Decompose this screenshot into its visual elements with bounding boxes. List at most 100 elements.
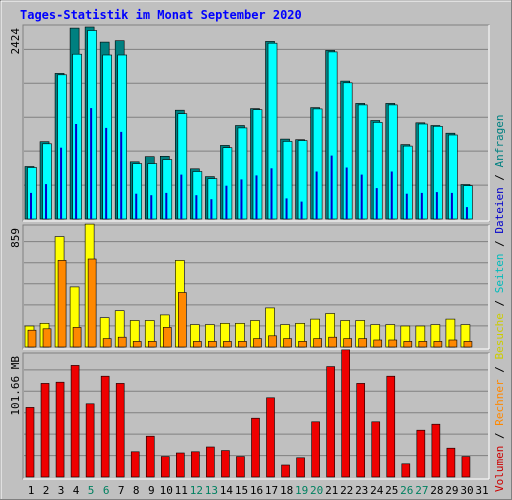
legend-item: / <box>493 293 506 313</box>
x-tick-label: 8 <box>133 484 140 497</box>
bar-volumen <box>311 421 320 478</box>
legend-item: / <box>493 167 506 187</box>
x-tick-label: 10 <box>160 484 173 497</box>
bar-volumen <box>416 429 426 478</box>
bar-seiten <box>375 188 378 219</box>
x-tick-label: 3 <box>58 484 65 497</box>
bar-rechner <box>162 327 172 348</box>
bar-rechner <box>418 341 428 348</box>
bar-seiten <box>450 192 453 219</box>
legend-item: Rechner <box>493 379 506 426</box>
legend-item: / <box>493 426 506 446</box>
x-tick-label: 30 <box>460 484 473 497</box>
bar-volumen <box>221 450 230 478</box>
bar-seiten <box>165 192 168 219</box>
bar-seiten <box>390 171 393 219</box>
bar-rechner <box>42 328 52 348</box>
bar-rechner <box>27 329 37 348</box>
bar-seiten <box>360 174 363 219</box>
bar-seiten <box>270 168 273 219</box>
bar-volumen <box>160 456 170 478</box>
y-max-label-visits: 859 <box>9 228 22 248</box>
legend-item: Anfragen <box>493 114 506 167</box>
x-tick-label: 15 <box>235 484 248 497</box>
bar-seiten <box>210 199 213 219</box>
bar-seiten <box>285 198 288 219</box>
bar-rechner <box>403 341 413 348</box>
bar-rechner <box>223 341 232 348</box>
bar-volumen <box>461 456 471 478</box>
bar-volumen <box>266 397 275 478</box>
x-tick-label: 20 <box>310 484 323 497</box>
bar-rechner <box>132 341 142 348</box>
bar-seiten <box>330 155 333 219</box>
x-tick-label: 25 <box>385 484 398 497</box>
x-tick-label: 22 <box>340 484 353 497</box>
legend-item: Dateien <box>493 187 506 233</box>
bar-volumen <box>206 446 215 478</box>
bar-volumen <box>25 407 35 478</box>
bar-seiten <box>435 192 438 219</box>
bar-seiten <box>45 184 48 219</box>
bar-volumen <box>386 375 396 478</box>
x-tick-label: 19 <box>295 484 308 497</box>
bar-volumen <box>40 383 50 478</box>
x-tick-label: 12 <box>190 484 203 497</box>
bar-rechner <box>102 338 112 348</box>
bar-seiten <box>255 175 258 219</box>
legend-item: / <box>493 360 506 380</box>
legend-item: Besuche <box>493 313 506 359</box>
bar-volumen <box>100 375 110 478</box>
bars <box>24 26 473 478</box>
bar-seiten <box>465 207 468 219</box>
bar-seiten <box>105 127 108 219</box>
x-tick-label: 21 <box>325 484 338 497</box>
x-tick-label: 27 <box>415 484 428 497</box>
bar-seiten <box>120 131 123 219</box>
bar-rechner <box>298 341 307 348</box>
legend-item: Volumen <box>493 446 506 492</box>
x-tick-label: 17 <box>265 484 278 497</box>
bar-volumen <box>55 381 65 478</box>
x-tick-label: 11 <box>175 484 188 497</box>
bar-rechner <box>433 341 443 348</box>
x-tick-label: 28 <box>430 484 443 497</box>
bar-volumen <box>191 451 200 478</box>
bar-seiten <box>240 179 243 219</box>
bar-volumen <box>356 383 366 478</box>
bar-volumen <box>130 451 140 478</box>
bar-volumen <box>115 383 125 478</box>
x-tick-label: 2 <box>43 484 50 497</box>
bar-seiten <box>180 174 183 219</box>
x-tick-label: 9 <box>148 484 155 497</box>
bar-rechner <box>72 327 82 348</box>
bar-seiten <box>135 193 138 219</box>
bar-rechner <box>313 338 322 348</box>
x-tick-label: 13 <box>205 484 218 497</box>
y-axis-max-labels: 2424 859 101.66 MB <box>9 28 22 416</box>
right-legend: Volumen / Rechner / Besuche / Seiten / D… <box>493 114 506 492</box>
bar-seiten <box>420 192 423 219</box>
x-axis-labels: 1 2 3 4 5 6 7 8 9 10 11 12 13 14 15 16 17 18 19 20 21 22 23 24 2… <box>28 484 489 497</box>
bar-rechner <box>178 292 187 348</box>
x-tick-label: 29 <box>445 484 458 497</box>
bar-rechner <box>253 338 262 348</box>
bar-volumen <box>236 456 245 478</box>
bar-seiten <box>315 171 318 219</box>
bar-seiten <box>195 195 198 219</box>
y-max-label-hits: 2424 <box>9 28 22 55</box>
legend-text: Volumen / Rechner / Besuche / Seiten / D… <box>493 114 506 492</box>
bar-rechner <box>193 341 202 348</box>
x-tick-label: 1 <box>28 484 35 497</box>
y-max-label-volume: 101.66 MB <box>9 356 22 416</box>
bar-rechner <box>328 336 337 348</box>
bar-volumen <box>326 366 335 478</box>
x-tick-label: 31 <box>475 484 488 497</box>
bar-seiten <box>405 193 408 219</box>
bar-rechner <box>343 338 352 348</box>
bar-seiten <box>30 192 32 219</box>
bar-volumen <box>371 421 381 478</box>
bar-volumen <box>176 452 185 478</box>
bar-rechner <box>373 339 383 348</box>
